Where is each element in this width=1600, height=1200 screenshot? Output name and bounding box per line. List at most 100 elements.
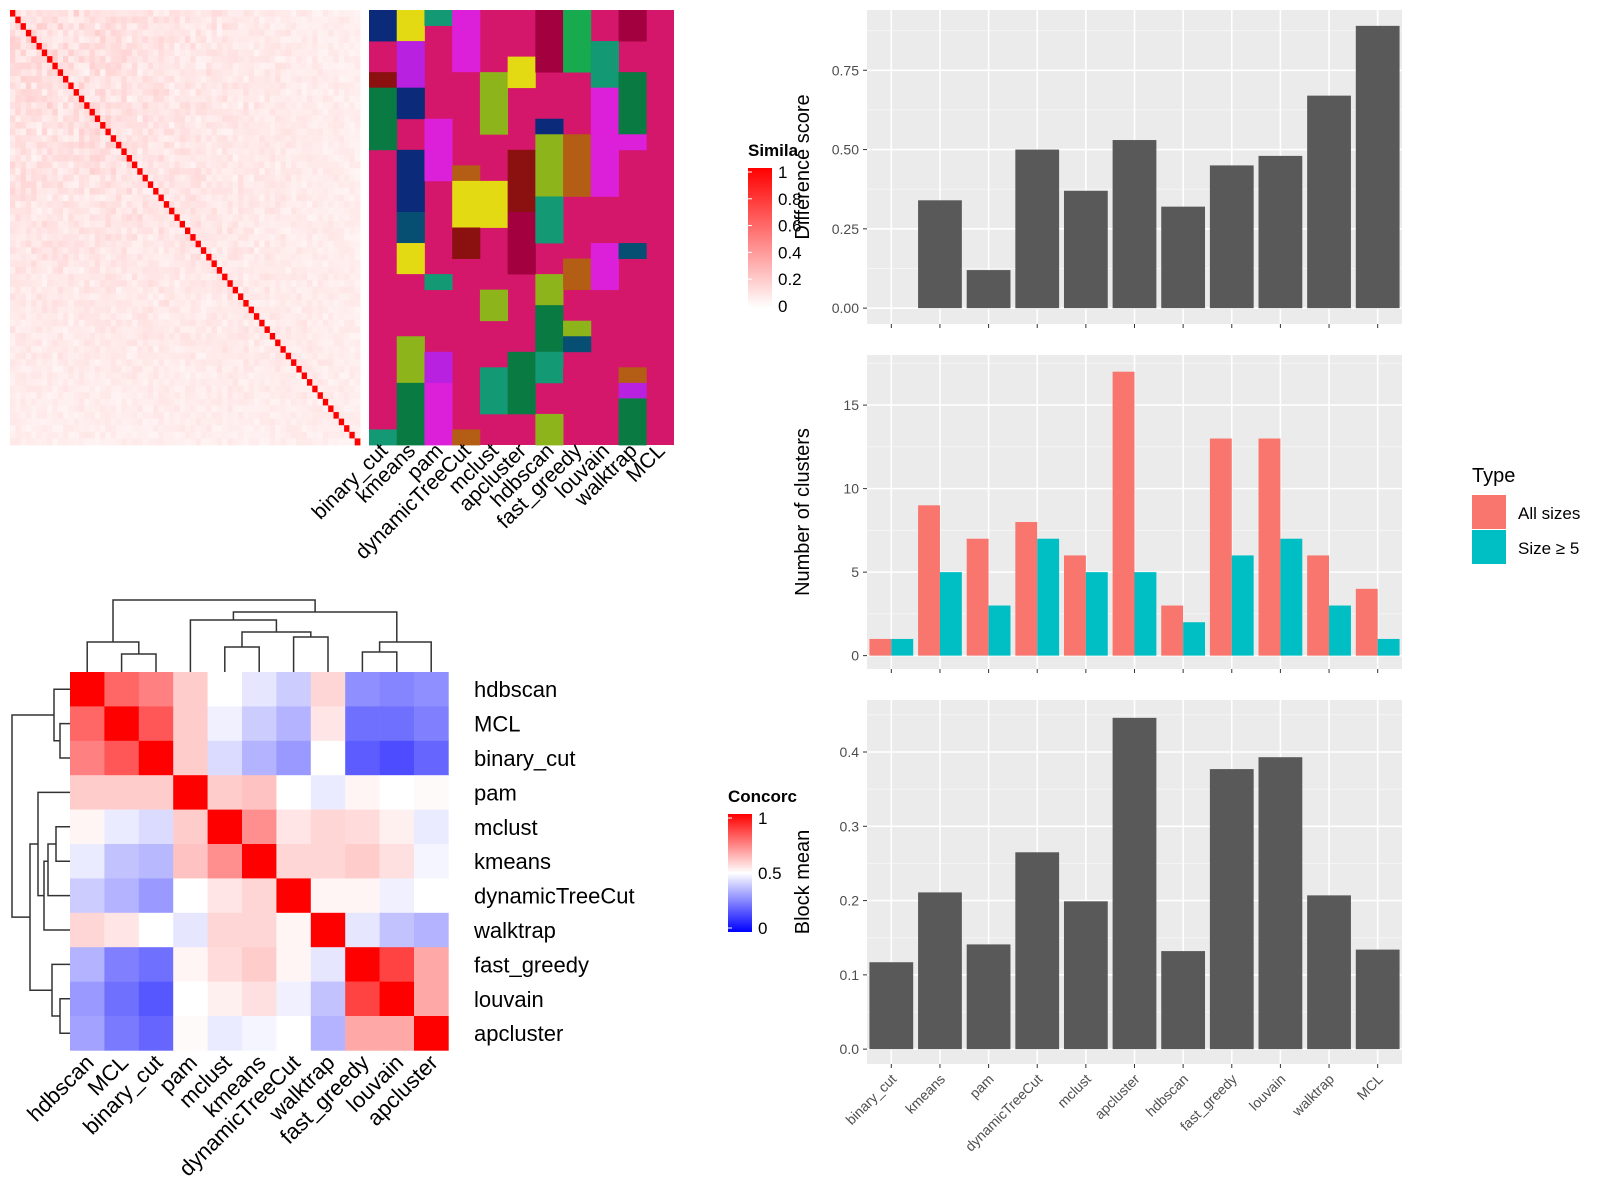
similarity-cell <box>195 187 202 195</box>
similarity-cell <box>36 42 43 50</box>
similarity-cell <box>195 240 202 248</box>
similarity-cell <box>306 326 313 334</box>
similarity-cell <box>147 135 154 143</box>
similarity-cell <box>322 75 329 83</box>
similarity-cell <box>94 359 101 367</box>
similarity-cell <box>338 247 345 255</box>
similarity-cell <box>100 313 106 321</box>
similarity-cell <box>243 201 250 209</box>
similarity-cell <box>275 128 281 136</box>
similarity-cell <box>121 240 128 248</box>
similarity-cell <box>296 418 303 426</box>
similarity-cell <box>269 16 276 24</box>
similarity-cell <box>185 300 191 307</box>
similarity-cell <box>78 339 85 347</box>
similarity-cell <box>68 36 75 44</box>
similarity-cell <box>121 300 128 307</box>
similarity-cell <box>259 108 265 116</box>
similarity-cell <box>153 431 159 439</box>
similarity-cell <box>264 128 271 136</box>
similarity-cell <box>253 247 260 255</box>
similarity-cell <box>41 10 48 17</box>
similarity-cell <box>317 273 324 281</box>
similarity-cell <box>169 247 175 255</box>
similarity-cell <box>147 82 154 90</box>
similarity-cell <box>344 23 350 31</box>
similarity-cell <box>147 379 154 387</box>
similarity-cell <box>328 260 334 268</box>
similarity-cell <box>259 10 265 17</box>
similarity-cell <box>344 332 350 340</box>
similarity-cell <box>190 207 196 215</box>
concordance-cell <box>379 740 415 776</box>
similarity-cell <box>174 161 181 169</box>
similarity-cell <box>25 286 32 294</box>
similarity-cell <box>291 161 297 169</box>
similarity-cell <box>317 135 324 143</box>
similarity-cell <box>195 339 202 347</box>
similarity-cell <box>264 412 271 420</box>
similarity-cell <box>36 89 43 97</box>
similarity-cell <box>84 108 90 116</box>
similarity-cell <box>47 16 53 24</box>
similarity-cell <box>153 49 159 57</box>
similarity-cell <box>73 42 80 50</box>
similarity-cell <box>312 128 318 136</box>
similarity-cell <box>238 141 244 149</box>
similarity-cell <box>264 194 271 202</box>
similarity-cell <box>147 306 154 314</box>
similarity-cell <box>142 234 149 242</box>
similarity-cell <box>94 286 101 294</box>
similarity-cell <box>280 10 287 17</box>
concordance-row-label: fast_greedy <box>474 952 589 977</box>
similarity-cell <box>280 187 287 195</box>
similarity-cell <box>73 260 80 268</box>
similarity-cell <box>344 313 350 321</box>
similarity-cell <box>312 49 318 57</box>
similarity-cell <box>57 267 64 275</box>
similarity-cell <box>354 372 361 380</box>
similarity-cell <box>15 201 21 209</box>
similarity-cell <box>195 207 202 215</box>
similarity-cell <box>57 313 64 321</box>
similarity-cell <box>68 62 75 70</box>
similarity-cell <box>20 181 27 189</box>
concordance-cell <box>379 912 415 948</box>
similarity-cell <box>190 49 196 57</box>
similarity-cell <box>312 201 318 209</box>
similarity-cell <box>306 181 313 189</box>
bar <box>1307 895 1351 1050</box>
similarity-cell <box>41 49 48 57</box>
similarity-cell <box>68 168 75 176</box>
similarity-cell <box>57 438 64 446</box>
similarity-cell <box>68 253 75 261</box>
similarity-cell <box>110 365 117 373</box>
similarity-cell <box>20 16 27 24</box>
similarity-cell <box>349 365 356 373</box>
similarity-cell <box>84 23 90 31</box>
concordance-cell <box>345 740 380 776</box>
similarity-cell <box>63 82 69 90</box>
similarity-cell <box>243 352 250 360</box>
similarity-cell <box>31 69 37 77</box>
similarity-cell <box>291 141 297 149</box>
similarity-cell <box>47 365 53 373</box>
similarity-cell <box>227 385 234 393</box>
similarity-cell <box>47 227 53 235</box>
similarity-cell <box>110 346 117 354</box>
similarity-cell <box>222 372 228 380</box>
similarity-cell <box>25 438 32 446</box>
similarity-cell <box>142 300 149 307</box>
similarity-cell <box>94 267 101 275</box>
similarity-cell <box>41 220 48 228</box>
similarity-cell <box>243 431 250 439</box>
similarity-cell <box>94 332 101 340</box>
similarity-cell <box>63 267 69 275</box>
membership-cell <box>452 165 481 182</box>
similarity-cell <box>131 122 138 130</box>
similarity-cell <box>47 194 53 202</box>
similarity-cell <box>116 379 122 387</box>
similarity-cell <box>338 102 345 110</box>
similarity-cell <box>232 23 239 31</box>
similarity-cell <box>200 194 207 202</box>
